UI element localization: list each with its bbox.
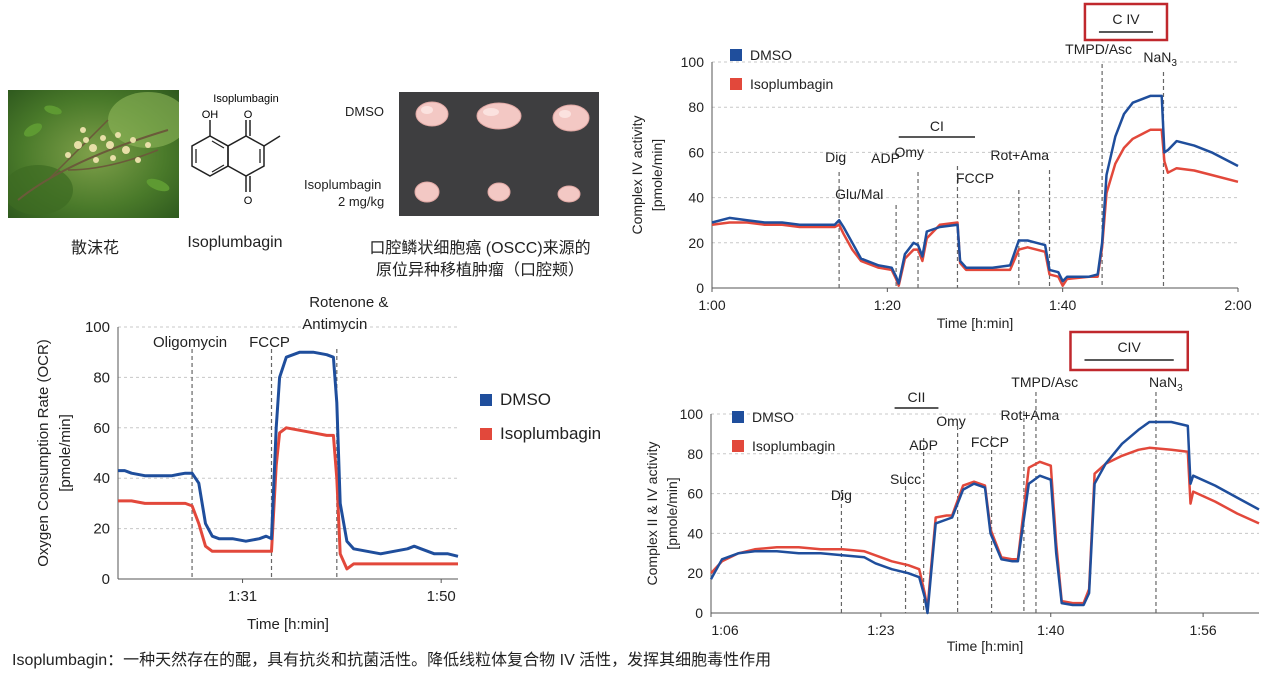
bracket-label: CII bbox=[908, 389, 926, 405]
y-tick-label: 100 bbox=[681, 54, 705, 70]
x-tick-label: 2:00 bbox=[1224, 297, 1251, 313]
annotation-label: Oligomycin bbox=[153, 334, 227, 351]
legend-swatch bbox=[480, 428, 492, 440]
y-tick-label: 40 bbox=[93, 470, 110, 487]
complex-iv-chart: 0 20 40 60 80 100 1:00 1:20 1:40 2:00 Time [h:min]… bbox=[629, 2, 1252, 331]
annotation-label: FCCP bbox=[956, 170, 994, 186]
annotation-label: Antimycin bbox=[302, 316, 367, 333]
x-tick-label: 1:56 bbox=[1189, 622, 1216, 638]
legend-label: Isoplumbagin bbox=[500, 424, 601, 443]
annotation-label: TMPD/Asc bbox=[1011, 374, 1078, 390]
annotation-label: Omy bbox=[894, 144, 924, 160]
annotation-label: Dig bbox=[831, 487, 852, 503]
y-axis-label: Complex IV activity bbox=[629, 115, 645, 234]
x-tick-label: 1:00 bbox=[698, 297, 725, 313]
annotation-label: ADP bbox=[909, 437, 938, 453]
series-line-dmso bbox=[711, 94, 1239, 285]
annotation-label: Rotenone & bbox=[309, 294, 388, 311]
annotation-label: FCCP bbox=[971, 434, 1009, 450]
y-tick-label: 80 bbox=[93, 369, 110, 386]
x-tick-label: 1:06 bbox=[711, 622, 738, 638]
x-tick-label: 1:40 bbox=[1049, 297, 1076, 313]
box-label: CIV bbox=[1117, 339, 1141, 355]
y-tick-label: 80 bbox=[688, 99, 704, 115]
legend-label: Isoplumbagin bbox=[750, 76, 833, 92]
y-tick-label: 80 bbox=[687, 446, 703, 462]
y-axis-unit: [pmole/min] bbox=[664, 477, 680, 549]
legend-label: DMSO bbox=[752, 409, 794, 425]
annotation-label: Dig bbox=[825, 149, 846, 165]
y-axis-unit: [pmole/min] bbox=[649, 139, 665, 211]
x-tick-label: 1:40 bbox=[1037, 622, 1064, 638]
x-tick-label: 1:23 bbox=[867, 622, 894, 638]
annotation-label: TMPD/Asc bbox=[1065, 41, 1132, 57]
footer-note: Isoplumbagin：一种天然存在的醌，具有抗炎和抗菌活性。降低线粒体复合物… bbox=[12, 652, 772, 669]
series-line-isoplumbagin bbox=[118, 426, 458, 571]
o-label-bottom: O bbox=[244, 195, 253, 207]
x-tick-label: 1:50 bbox=[427, 588, 456, 605]
complex-ii-iv-chart: 0 20 40 60 80 100 1:06 1:23 1:40 1:56 Time [h:min]… bbox=[644, 330, 1260, 654]
y-tick-label: 40 bbox=[688, 190, 704, 206]
y-tick-label: 20 bbox=[93, 521, 110, 538]
box-label: C IV bbox=[1112, 11, 1140, 27]
tumor-dmso-label: DMSO bbox=[345, 104, 384, 119]
legend-swatch bbox=[730, 49, 742, 61]
legend-label: DMSO bbox=[500, 390, 551, 409]
y-tick-label: 0 bbox=[102, 571, 110, 588]
x-axis-label: Time [h:min] bbox=[947, 638, 1024, 654]
y-tick-label: 40 bbox=[687, 525, 703, 541]
tumor-caption-1: 口腔鳞状细胞癌 (OSCC)来源的 bbox=[369, 240, 591, 257]
x-axis-label: Time [h:min] bbox=[247, 616, 329, 633]
annotation-label: ADP bbox=[871, 150, 900, 166]
legend-swatch bbox=[480, 394, 492, 406]
compound-caption: Isoplumbagin bbox=[187, 234, 283, 251]
tumor-iso-label: Isoplumbagin bbox=[304, 177, 382, 192]
x-tick-label: 1:20 bbox=[874, 297, 901, 313]
series-line-dmso bbox=[709, 420, 1260, 615]
oh-label: OH bbox=[202, 109, 219, 121]
legend-swatch bbox=[730, 78, 742, 90]
annotation-label: Succ bbox=[890, 471, 921, 487]
y-tick-label: 60 bbox=[93, 420, 110, 437]
annotation-label: Glu/Mal bbox=[835, 186, 883, 202]
y-tick-label: 100 bbox=[85, 319, 110, 336]
series-line-isoplumbagin bbox=[710, 446, 1260, 611]
tumor-dose-label: 2 mg/kg bbox=[338, 194, 385, 209]
y-tick-label: 20 bbox=[688, 235, 704, 251]
y-tick-label: 100 bbox=[680, 406, 704, 422]
annotation-label: Rot+Ama bbox=[1001, 407, 1060, 423]
series-line-dmso bbox=[118, 350, 459, 558]
legend-swatch bbox=[732, 411, 744, 423]
x-tick-label: 1:31 bbox=[228, 588, 257, 605]
y-tick-label: 60 bbox=[688, 144, 704, 160]
series-line-isoplumbagin bbox=[711, 128, 1239, 287]
legend-label: DMSO bbox=[750, 47, 792, 63]
annotation-label: FCCP bbox=[249, 334, 290, 351]
y-tick-label: 0 bbox=[695, 605, 703, 621]
tumor-photo bbox=[399, 92, 599, 216]
y-axis-label: Complex II & IV activity bbox=[644, 442, 660, 586]
highlight-box bbox=[1083, 2, 1169, 42]
compound-name: Isoplumbagin bbox=[213, 93, 278, 105]
tumor-caption-2: 原位异种移植肿瘤（口腔颊） bbox=[375, 262, 584, 279]
annotation-label: NaN3 bbox=[1149, 374, 1183, 394]
annotation-label: Rot+Ama bbox=[990, 147, 1049, 163]
y-axis-label: Oxygen Consumption Rate (OCR) bbox=[35, 339, 52, 567]
bracket-label: CI bbox=[930, 118, 944, 134]
annotation-label: NaN3 bbox=[1143, 49, 1177, 69]
x-axis-label: Time [h:min] bbox=[937, 315, 1014, 331]
plant-photo bbox=[3, 90, 188, 218]
plant-caption: 散沫花 bbox=[70, 240, 119, 257]
o-label-top: O bbox=[244, 109, 253, 121]
chemical-structure: Isoplumbagin O O OH bbox=[180, 88, 310, 228]
legend-label: Isoplumbagin bbox=[752, 438, 835, 454]
y-tick-label: 60 bbox=[687, 486, 703, 502]
highlight-box bbox=[1069, 330, 1190, 372]
annotation-label: Omy bbox=[936, 413, 966, 429]
y-tick-label: 0 bbox=[696, 280, 704, 296]
legend-swatch bbox=[732, 440, 744, 452]
y-tick-label: 20 bbox=[687, 565, 703, 581]
ocr-chart: 0 20 40 60 80 100 1:31 1:50 Time [h:min] Oxygen C… bbox=[35, 294, 601, 633]
y-axis-unit: [pmole/min] bbox=[57, 414, 74, 492]
